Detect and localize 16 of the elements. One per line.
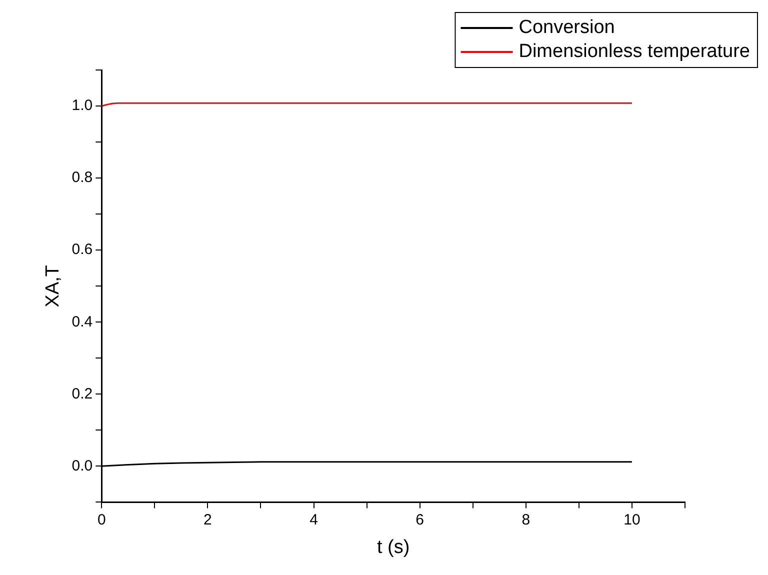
y-tick-label: 0.4: [72, 313, 93, 330]
x-tick-label: 8: [522, 511, 530, 528]
y-axis-title: XA,T: [42, 264, 64, 308]
x-axis-title: t (s): [376, 536, 410, 558]
y-tick-label: 0.0: [72, 457, 93, 474]
x-tick-label: 0: [97, 511, 106, 528]
legend-label: Dimensionless temperature: [518, 41, 750, 62]
y-tick-label: 0.6: [72, 241, 93, 258]
y-tick-label: 1.0: [72, 97, 93, 114]
x-tick-label: 4: [310, 511, 318, 528]
x-tick-label: 10: [624, 511, 640, 528]
legend-label: Conversion: [518, 17, 615, 38]
x-tick-label: 6: [416, 511, 424, 528]
x-tick-label: 2: [204, 511, 212, 528]
y-tick-label: 0.8: [72, 169, 93, 186]
y-tick-label: 0.2: [72, 385, 93, 402]
